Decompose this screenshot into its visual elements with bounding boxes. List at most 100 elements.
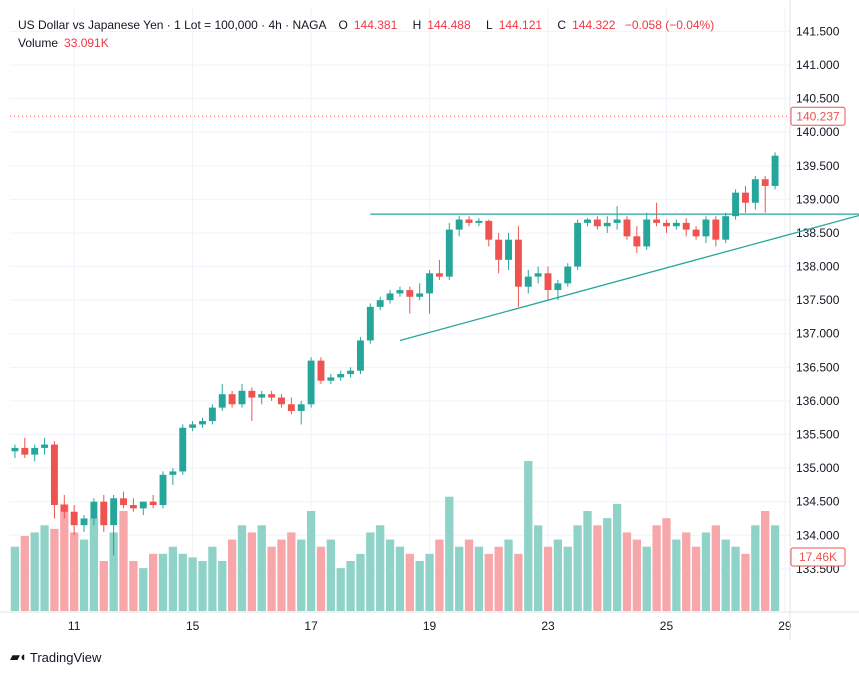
candle-body xyxy=(90,501,98,519)
candle-body xyxy=(356,340,364,371)
candle-body xyxy=(189,424,197,428)
candle xyxy=(90,498,98,526)
candle xyxy=(31,444,39,462)
candle xyxy=(149,494,157,509)
candle-body xyxy=(179,427,187,472)
candle-body xyxy=(485,220,493,240)
candle xyxy=(544,266,552,301)
volume-bar xyxy=(366,532,375,611)
candle xyxy=(218,384,226,411)
candle xyxy=(317,357,325,385)
candle xyxy=(445,222,453,280)
chart-legend: US Dollar vs Japanese Yen · 1 Lot = 100,… xyxy=(18,16,714,52)
y-tick-label: 136.000 xyxy=(796,394,840,408)
candle xyxy=(643,212,651,250)
y-tick-label: 139.500 xyxy=(796,159,840,173)
candle xyxy=(278,394,285,408)
candle-body xyxy=(31,447,39,455)
volume-bar xyxy=(563,546,572,611)
volume-bar xyxy=(346,561,355,611)
volume-bar xyxy=(622,532,632,611)
volume-bar xyxy=(306,511,316,611)
candle xyxy=(287,397,295,415)
candle-body xyxy=(238,390,246,405)
candle xyxy=(692,226,700,240)
candle xyxy=(238,384,246,408)
volume-bar xyxy=(218,561,227,611)
candle-body xyxy=(169,471,177,475)
low-value: 144.121 xyxy=(498,18,543,32)
tradingview-brand[interactable]: ▰◖ TradingView xyxy=(10,649,101,665)
candle xyxy=(356,337,364,375)
volume-bar xyxy=(672,539,681,611)
candle xyxy=(11,444,19,459)
x-tick-label: 19 xyxy=(423,619,437,633)
candle-body xyxy=(366,306,374,341)
candle xyxy=(702,216,710,244)
candle xyxy=(712,216,720,247)
volume-bar xyxy=(612,503,622,611)
volume-bar xyxy=(701,532,711,611)
candle-body xyxy=(278,397,285,405)
candle xyxy=(376,296,384,311)
candle xyxy=(603,216,611,233)
y-tick-label: 139.000 xyxy=(796,192,840,206)
volume-bars xyxy=(10,461,780,611)
volume-bar xyxy=(405,553,414,611)
volume-value: 33.091K xyxy=(64,36,109,50)
volume-bar xyxy=(40,525,49,611)
candle-body xyxy=(672,222,680,227)
candle xyxy=(584,218,591,227)
candle-body xyxy=(21,447,29,455)
volume-bar xyxy=(297,539,306,611)
volume-bar xyxy=(484,553,493,611)
volume-bar xyxy=(761,511,770,611)
candle-body xyxy=(475,220,483,223)
candle xyxy=(80,515,88,532)
candle xyxy=(771,152,779,190)
candle xyxy=(258,390,266,405)
candle-body xyxy=(70,511,78,526)
candle-body xyxy=(761,179,769,186)
candle xyxy=(366,303,374,344)
candle xyxy=(307,357,315,408)
volume-bar xyxy=(139,568,148,611)
candle xyxy=(327,374,335,385)
candle-body xyxy=(100,501,108,526)
candle xyxy=(120,491,127,509)
volume-badge-text: 17.46K xyxy=(799,550,837,564)
candle xyxy=(70,505,78,536)
candle-body xyxy=(426,273,434,294)
symbol-title[interactable]: US Dollar vs Japanese Yen · 1 Lot = 100,… xyxy=(18,18,327,32)
volume-bar xyxy=(573,525,582,611)
candle-body xyxy=(159,474,167,506)
candle-body xyxy=(712,219,720,240)
volume-bar xyxy=(642,546,651,611)
x-tick-label: 11 xyxy=(68,619,81,633)
price-badge-text: 140.237 xyxy=(796,109,840,123)
y-tick-label: 140.500 xyxy=(796,92,840,106)
volume-bar xyxy=(198,561,207,611)
volume-label: Volume xyxy=(18,36,59,50)
volume-bar xyxy=(178,553,187,611)
low-label: L xyxy=(486,18,493,32)
candle xyxy=(564,263,572,287)
candle-body xyxy=(337,374,345,378)
close-value: 144.322 xyxy=(572,18,616,32)
candle-body xyxy=(258,394,266,398)
candle-body xyxy=(643,219,651,247)
candle xyxy=(100,494,108,532)
candle-body xyxy=(593,219,601,227)
candle-body xyxy=(741,192,749,203)
candle-body xyxy=(149,501,157,506)
candle xyxy=(534,266,542,284)
candle-body xyxy=(347,370,355,375)
open-label: O xyxy=(338,18,348,32)
candle-body xyxy=(623,219,631,237)
high-label: H xyxy=(412,18,422,32)
x-tick-label: 17 xyxy=(304,619,318,633)
open-value: 144.381 xyxy=(353,18,398,32)
candle-body xyxy=(663,222,670,227)
candle xyxy=(179,424,187,475)
